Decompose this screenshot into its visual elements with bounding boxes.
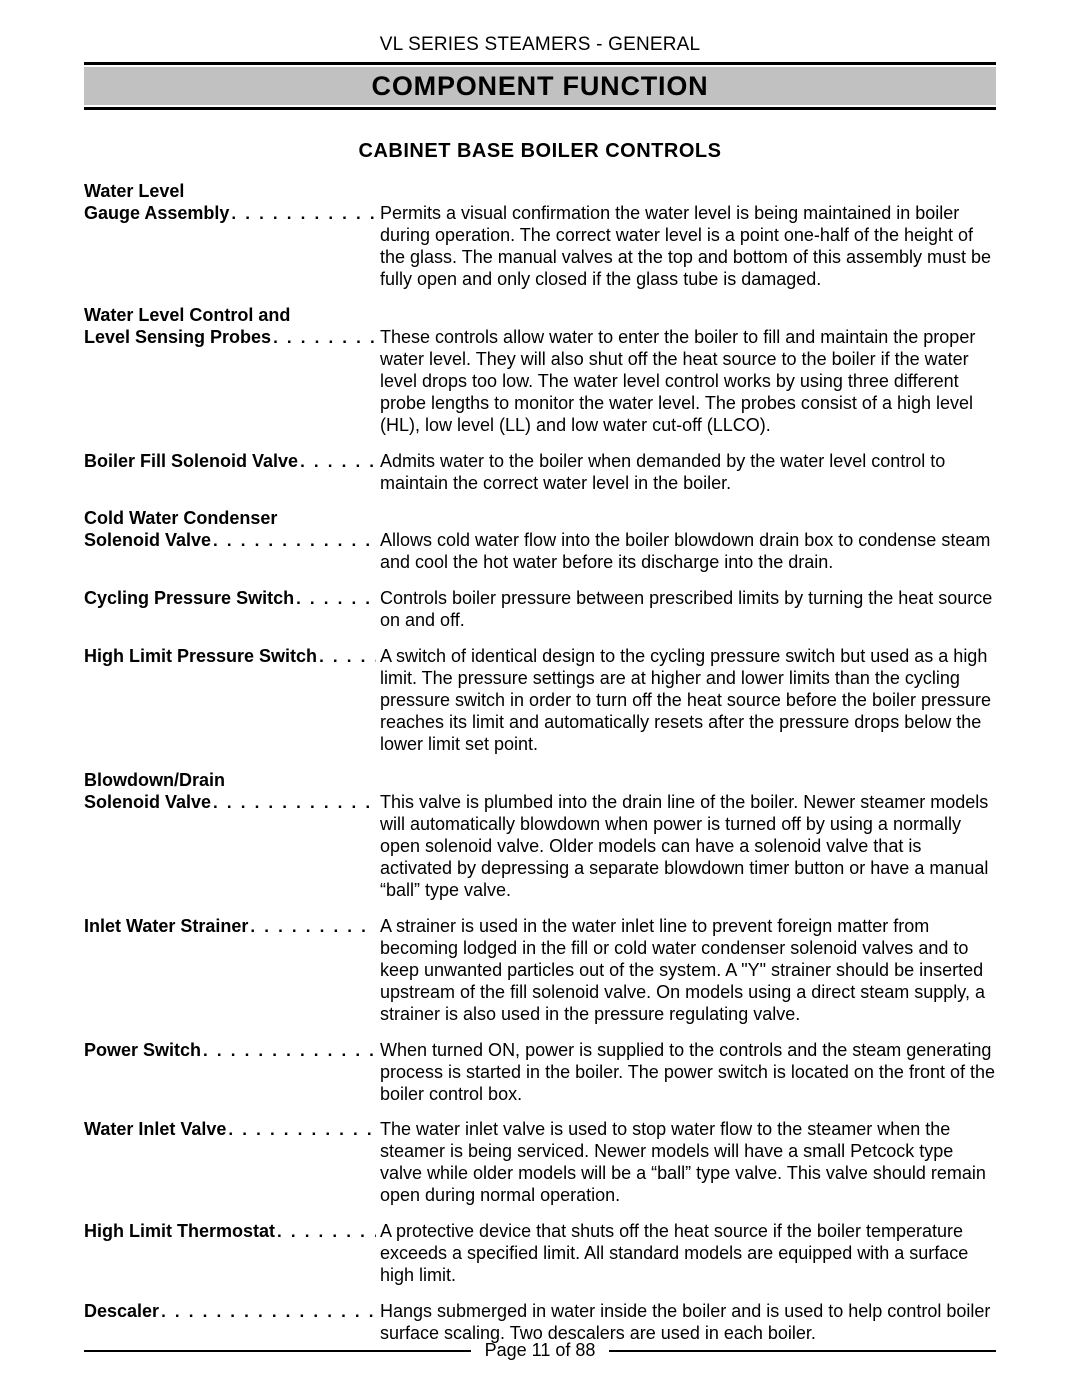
- term: Descaler: [84, 1301, 380, 1323]
- definition-item: Water Level Control andLevel Sensing Pro…: [84, 305, 996, 437]
- header-line: VL SERIES STEAMERS - GENERAL: [84, 34, 996, 56]
- term-line: Descaler: [84, 1301, 376, 1323]
- term-line: Blowdown/Drain: [84, 770, 376, 792]
- term-text: Gauge Assembly: [84, 203, 229, 225]
- term: Inlet Water Strainer: [84, 916, 380, 938]
- description: These controls allow water to enter the …: [380, 327, 996, 437]
- term-text: Solenoid Valve: [84, 792, 211, 814]
- term: Blowdown/DrainSolenoid Valve: [84, 770, 380, 814]
- definition-list: Water LevelGauge AssemblyPermits a visua…: [84, 181, 996, 1345]
- description: This valve is plumbed into the drain lin…: [380, 792, 996, 902]
- rule-top: [84, 62, 996, 65]
- page-footer: Page 11 of 88: [84, 1340, 996, 1361]
- term-line: Cold Water Condenser: [84, 508, 376, 530]
- term-line: Cycling Pressure Switch: [84, 588, 376, 610]
- description: When turned ON, power is supplied to the…: [380, 1040, 996, 1106]
- term-text: Water Level: [84, 181, 184, 203]
- term-text: Water Inlet Valve: [84, 1119, 226, 1141]
- term-text: Inlet Water Strainer: [84, 916, 248, 938]
- term-line: High Limit Thermostat: [84, 1221, 376, 1243]
- leader-dots: [317, 648, 376, 665]
- term-line: Power Switch: [84, 1040, 376, 1062]
- description: Allows cold water flow into the boiler b…: [380, 530, 996, 574]
- term: High Limit Thermostat: [84, 1221, 380, 1243]
- term-line: Water Level Control and: [84, 305, 376, 327]
- page-title: COMPONENT FUNCTION: [84, 67, 996, 105]
- description: A strainer is used in the water inlet li…: [380, 916, 996, 1026]
- term: Boiler Fill Solenoid Valve: [84, 451, 380, 473]
- term-line: Level Sensing Probes: [84, 327, 376, 349]
- leader-dots: [159, 1303, 376, 1320]
- description: Controls boiler pressure between prescri…: [380, 588, 996, 632]
- definition-item: Water LevelGauge AssemblyPermits a visua…: [84, 181, 996, 291]
- term-line: Gauge Assembly: [84, 203, 376, 225]
- term-text: Boiler Fill Solenoid Valve: [84, 451, 298, 473]
- term-text: Cycling Pressure Switch: [84, 588, 294, 610]
- page-number: Page 11 of 88: [471, 1340, 610, 1361]
- leader-dots: [275, 1223, 376, 1240]
- term-line: Solenoid Valve: [84, 792, 376, 814]
- definition-item: High Limit Pressure Switch A switch of id…: [84, 646, 996, 756]
- description: Permits a visual confirmation the water …: [380, 203, 996, 291]
- term-text: High Limit Thermostat: [84, 1221, 275, 1243]
- description: The water inlet valve is used to stop wa…: [380, 1119, 996, 1207]
- rule-bottom: [84, 107, 996, 110]
- leader-dots: [294, 590, 376, 607]
- leader-dots: [298, 453, 376, 470]
- term-line: Solenoid Valve: [84, 530, 376, 552]
- leader-dots: [229, 205, 376, 222]
- definition-item: Cold Water CondenserSolenoid ValveAllows…: [84, 508, 996, 574]
- term: Cold Water CondenserSolenoid Valve: [84, 508, 380, 552]
- term: Water Inlet Valve: [84, 1119, 380, 1141]
- term-text: Cold Water Condenser: [84, 508, 277, 530]
- term-line: High Limit Pressure Switch: [84, 646, 376, 668]
- term-text: Descaler: [84, 1301, 159, 1323]
- definition-item: Blowdown/DrainSolenoid ValveThis valve i…: [84, 770, 996, 902]
- term: Water LevelGauge Assembly: [84, 181, 380, 225]
- term: Water Level Control andLevel Sensing Pro…: [84, 305, 380, 349]
- leader-dots: [271, 329, 376, 346]
- term-text: Power Switch: [84, 1040, 201, 1062]
- definition-item: High Limit Thermostat A protective device…: [84, 1221, 996, 1287]
- term-line: Inlet Water Strainer: [84, 916, 376, 938]
- definition-item: Descaler Hangs submerged in water inside …: [84, 1301, 996, 1345]
- footer-rule-right: [609, 1350, 996, 1352]
- term-text: Level Sensing Probes: [84, 327, 271, 349]
- definition-item: Power Switch When turned ON, power is sup…: [84, 1040, 996, 1106]
- term-line: Water Inlet Valve: [84, 1119, 376, 1141]
- description: Hangs submerged in water inside the boil…: [380, 1301, 996, 1345]
- term: High Limit Pressure Switch: [84, 646, 380, 668]
- leader-dots: [248, 918, 376, 935]
- term-line: Boiler Fill Solenoid Valve: [84, 451, 376, 473]
- page: VL SERIES STEAMERS - GENERAL COMPONENT F…: [0, 0, 1080, 1397]
- description: Admits water to the boiler when demanded…: [380, 451, 996, 495]
- definition-item: Cycling Pressure Switch Controls boiler p…: [84, 588, 996, 632]
- term-text: Solenoid Valve: [84, 530, 211, 552]
- section-heading: CABINET BASE BOILER CONTROLS: [84, 140, 996, 163]
- footer-rule-left: [84, 1350, 471, 1352]
- description: A protective device that shuts off the h…: [380, 1221, 996, 1287]
- leader-dots: [211, 532, 376, 549]
- term-line: Water Level: [84, 181, 376, 203]
- leader-dots: [226, 1121, 376, 1138]
- term-text: Water Level Control and: [84, 305, 290, 327]
- leader-dots: [211, 794, 376, 811]
- definition-item: Boiler Fill Solenoid Valve Admits water t…: [84, 451, 996, 495]
- leader-dots: [201, 1042, 376, 1059]
- term: Cycling Pressure Switch: [84, 588, 380, 610]
- term-text: High Limit Pressure Switch: [84, 646, 317, 668]
- term: Power Switch: [84, 1040, 380, 1062]
- term-text: Blowdown/Drain: [84, 770, 225, 792]
- definition-item: Water Inlet Valve The water inlet valve i…: [84, 1119, 996, 1207]
- description: A switch of identical design to the cycl…: [380, 646, 996, 756]
- definition-item: Inlet Water Strainer A strainer is used i…: [84, 916, 996, 1026]
